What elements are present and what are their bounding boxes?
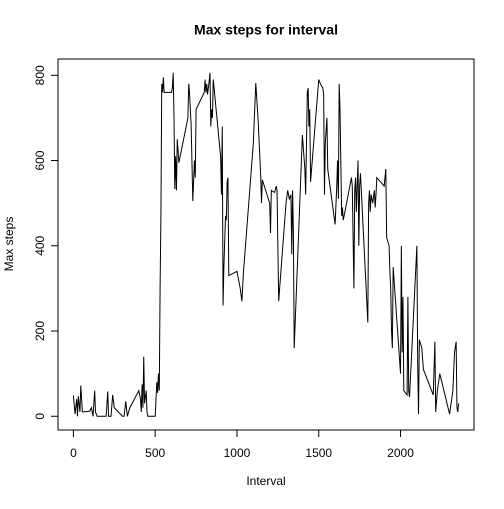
- plot-box: [57, 58, 475, 431]
- data-line: [72, 72, 460, 417]
- x-tick-label: 500: [145, 446, 165, 460]
- y-tick-label: 600: [33, 150, 47, 170]
- y-tick-label: 200: [33, 321, 47, 341]
- x-tick-label: 1500: [305, 446, 332, 460]
- x-axis-label: Interval: [246, 474, 285, 488]
- x-tick-label: 1000: [224, 446, 251, 460]
- chart-title: Max steps for interval: [194, 22, 338, 38]
- y-tick-label: 800: [33, 65, 47, 85]
- y-tick-label: 400: [33, 235, 47, 255]
- y-axis-label: Max steps: [2, 217, 16, 272]
- x-tick-label: 0: [70, 446, 77, 460]
- x-tick-label: 2000: [387, 446, 414, 460]
- y-tick-label: 0: [33, 413, 47, 420]
